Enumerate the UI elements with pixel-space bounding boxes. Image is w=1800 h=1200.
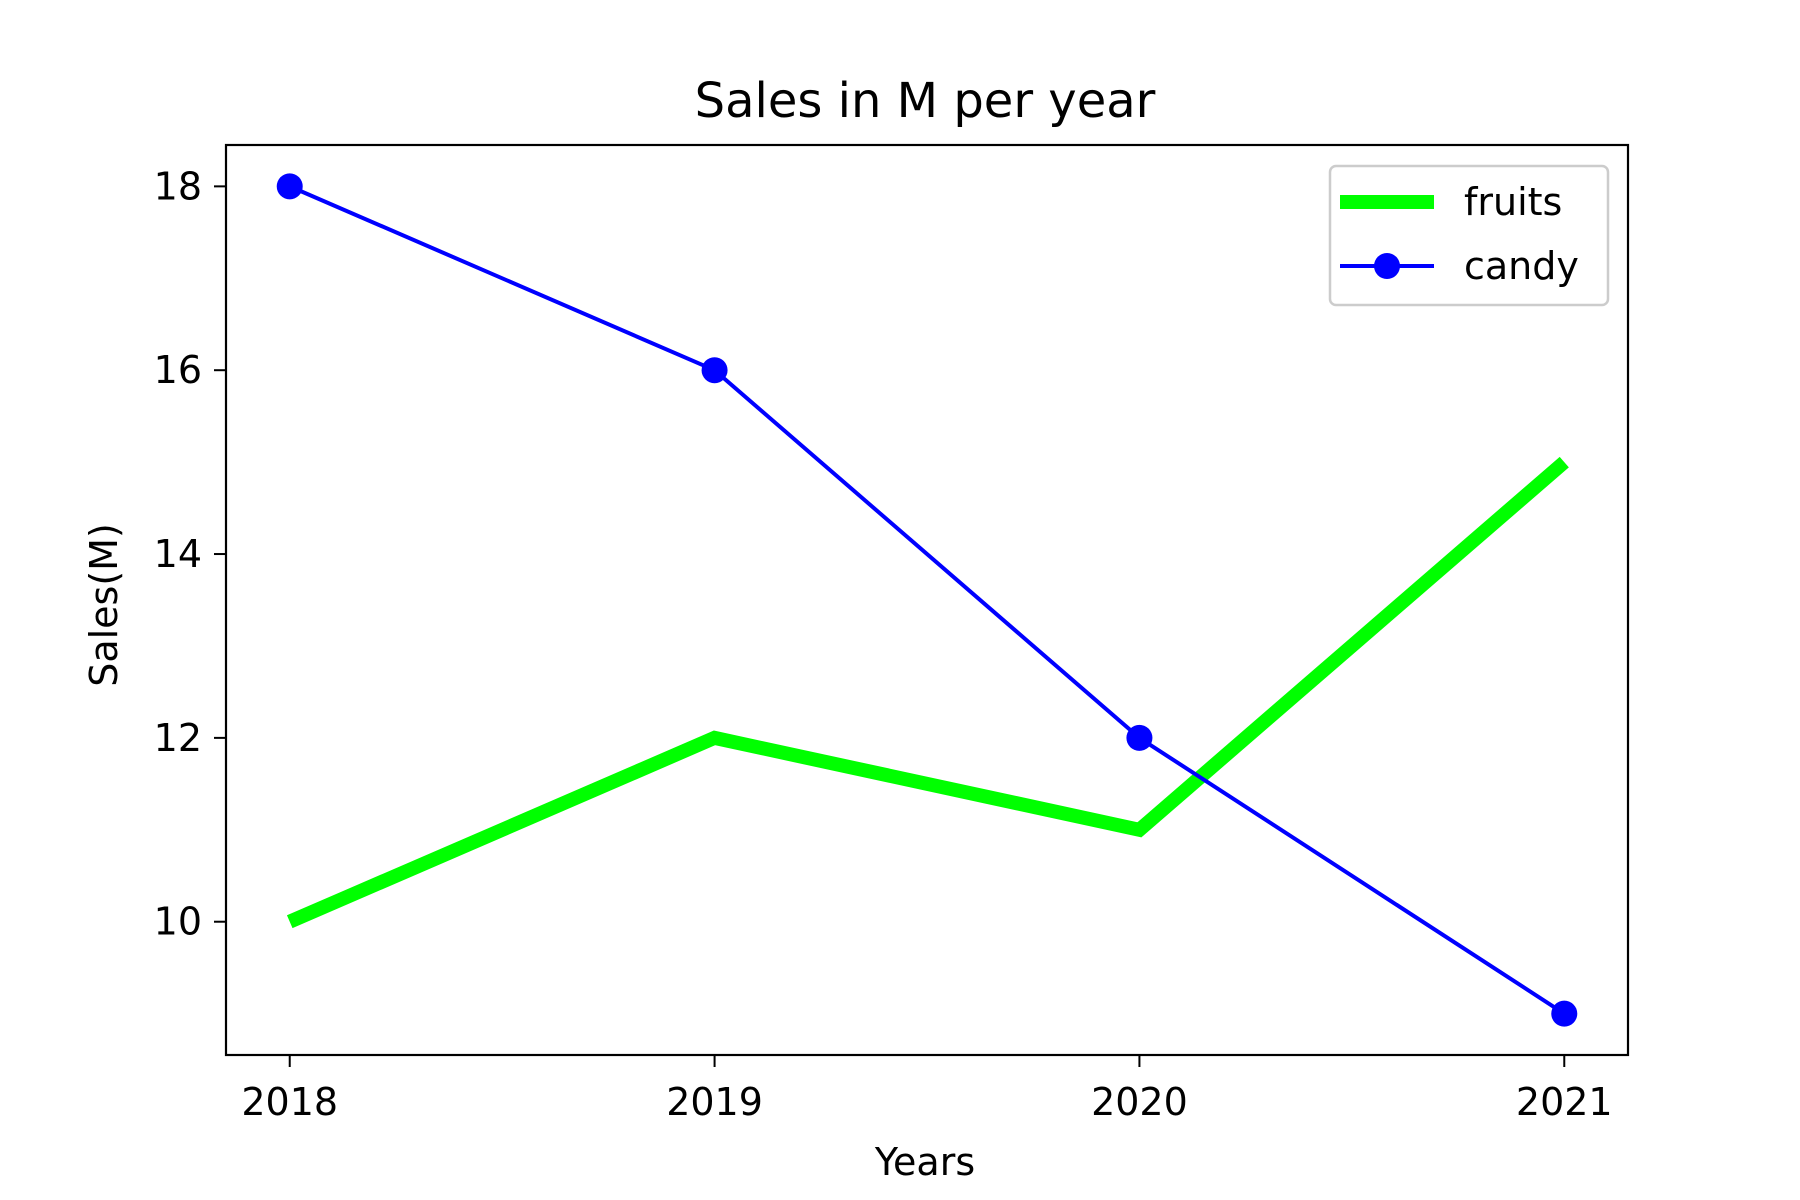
x-tick-label: 2019 (666, 1080, 763, 1124)
axes-frame (224, 143, 1630, 1057)
chart-title: Sales in M per year (695, 73, 1156, 129)
data-point-candy (1551, 1000, 1578, 1027)
data-point-candy (276, 173, 303, 200)
y-tick-label: 14 (154, 532, 202, 576)
legend-label: fruits (1464, 180, 1562, 224)
y-tick-label: 12 (154, 716, 202, 760)
data-point-candy (1126, 724, 1153, 751)
legend-marker (1374, 253, 1400, 279)
y-tick-label: 16 (154, 348, 202, 392)
x-tick-label: 2020 (1091, 1080, 1188, 1124)
data-point-candy (701, 357, 728, 384)
series-line-fruits (286, 456, 1569, 929)
y-tick-label: 18 (154, 164, 202, 208)
legend-label: candy (1464, 244, 1579, 288)
plot-area: 2018 2019 2020 2021 10 12 14 16 18 (154, 143, 1630, 1124)
x-axis-label: Years (874, 1140, 975, 1184)
x-tick-label: 2021 (1516, 1080, 1613, 1124)
legend: fruits candy (1328, 164, 1610, 307)
x-tick-label: 2018 (241, 1080, 338, 1124)
y-axis-label: Sales(M) (82, 523, 126, 687)
legend-item-candy: candy (1340, 244, 1579, 288)
y-tick-label: 10 (154, 900, 202, 944)
series-line-candy (288, 184, 1566, 1016)
legend-item-fruits: fruits (1340, 180, 1562, 224)
